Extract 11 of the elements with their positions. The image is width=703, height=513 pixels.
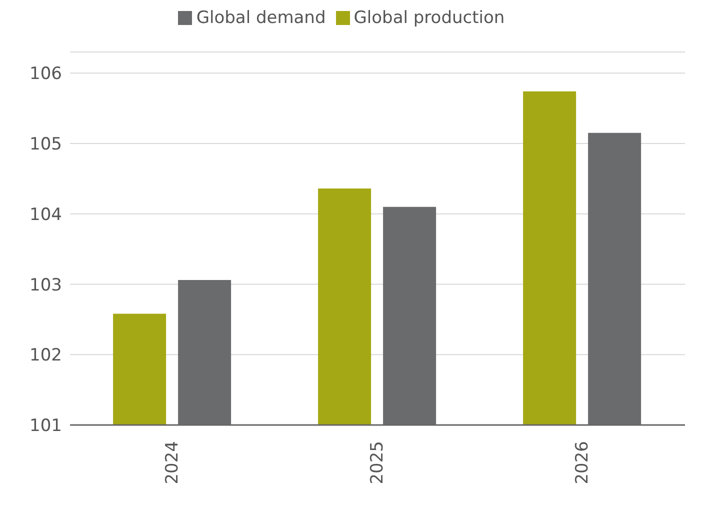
y-tick-label: 104: [30, 204, 62, 225]
y-tick-label: 105: [30, 134, 62, 155]
y-tick-label: 106: [30, 64, 62, 84]
x-tick-label: 2024: [162, 441, 182, 484]
y-tick-label: 103: [30, 275, 62, 296]
y-tick-label: 102: [30, 346, 62, 366]
x-tick-label: 2025: [368, 441, 388, 484]
y-tick-label: 101: [30, 416, 62, 436]
x-tick-label: 2026: [572, 441, 592, 484]
legend-label: Global demand: [196, 8, 326, 28]
legend-label: Global production: [354, 8, 505, 28]
